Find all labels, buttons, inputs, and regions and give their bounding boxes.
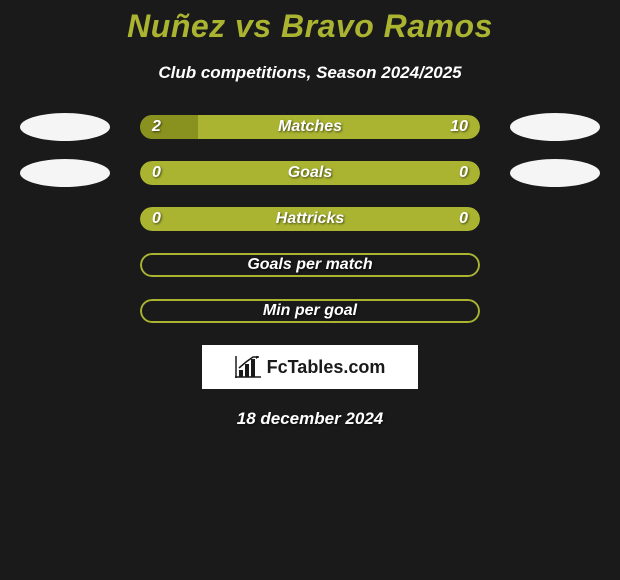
spacer: [510, 205, 600, 233]
infographic-container: Nuñez vs Bravo Ramos Club competitions, …: [0, 0, 620, 429]
logo-text: FcTables.com: [267, 357, 386, 378]
logo-box: FcTables.com: [202, 345, 418, 389]
date-label: 18 december 2024: [0, 409, 620, 429]
player-right-marker: [510, 113, 600, 141]
stat-row: Min per goal: [0, 299, 620, 323]
stat-label: Min per goal: [263, 302, 357, 320]
stat-left-value: 0: [152, 164, 161, 182]
stat-bar: Hattricks 0 0: [140, 207, 480, 231]
stat-label: Matches: [278, 118, 342, 136]
stat-row: Matches 2 10: [0, 115, 620, 139]
spacer: [510, 251, 600, 279]
stat-right-value: 10: [450, 118, 468, 136]
bar-chart-icon: [235, 356, 261, 378]
stat-bar: Matches 2 10: [140, 115, 480, 139]
spacer: [510, 297, 600, 325]
player-left-marker: [20, 159, 110, 187]
spacer: [20, 297, 110, 325]
stat-bar: Goals 0 0: [140, 161, 480, 185]
stat-right-value: 0: [459, 164, 468, 182]
stat-bar: Goals per match: [140, 253, 480, 277]
subtitle: Club competitions, Season 2024/2025: [0, 63, 620, 83]
stat-label: Goals: [288, 164, 332, 182]
player-right-marker: [510, 159, 600, 187]
stat-bar: Min per goal: [140, 299, 480, 323]
stat-row: Goals 0 0: [0, 161, 620, 185]
stat-right-value: 0: [459, 210, 468, 228]
stat-left-value: 2: [152, 118, 161, 136]
stats-list: Matches 2 10 Goals 0 0 Hattricks 0 0 Goals per ma…: [0, 115, 620, 323]
player-left-marker: [20, 113, 110, 141]
stat-row: Goals per match: [0, 253, 620, 277]
stat-left-value: 0: [152, 210, 161, 228]
spacer: [20, 205, 110, 233]
comparison-title: Nuñez vs Bravo Ramos: [0, 8, 620, 45]
stat-label: Hattricks: [276, 210, 344, 228]
bar-left-fill: [140, 115, 198, 139]
stat-label: Goals per match: [247, 256, 372, 274]
spacer: [20, 251, 110, 279]
stat-row: Hattricks 0 0: [0, 207, 620, 231]
